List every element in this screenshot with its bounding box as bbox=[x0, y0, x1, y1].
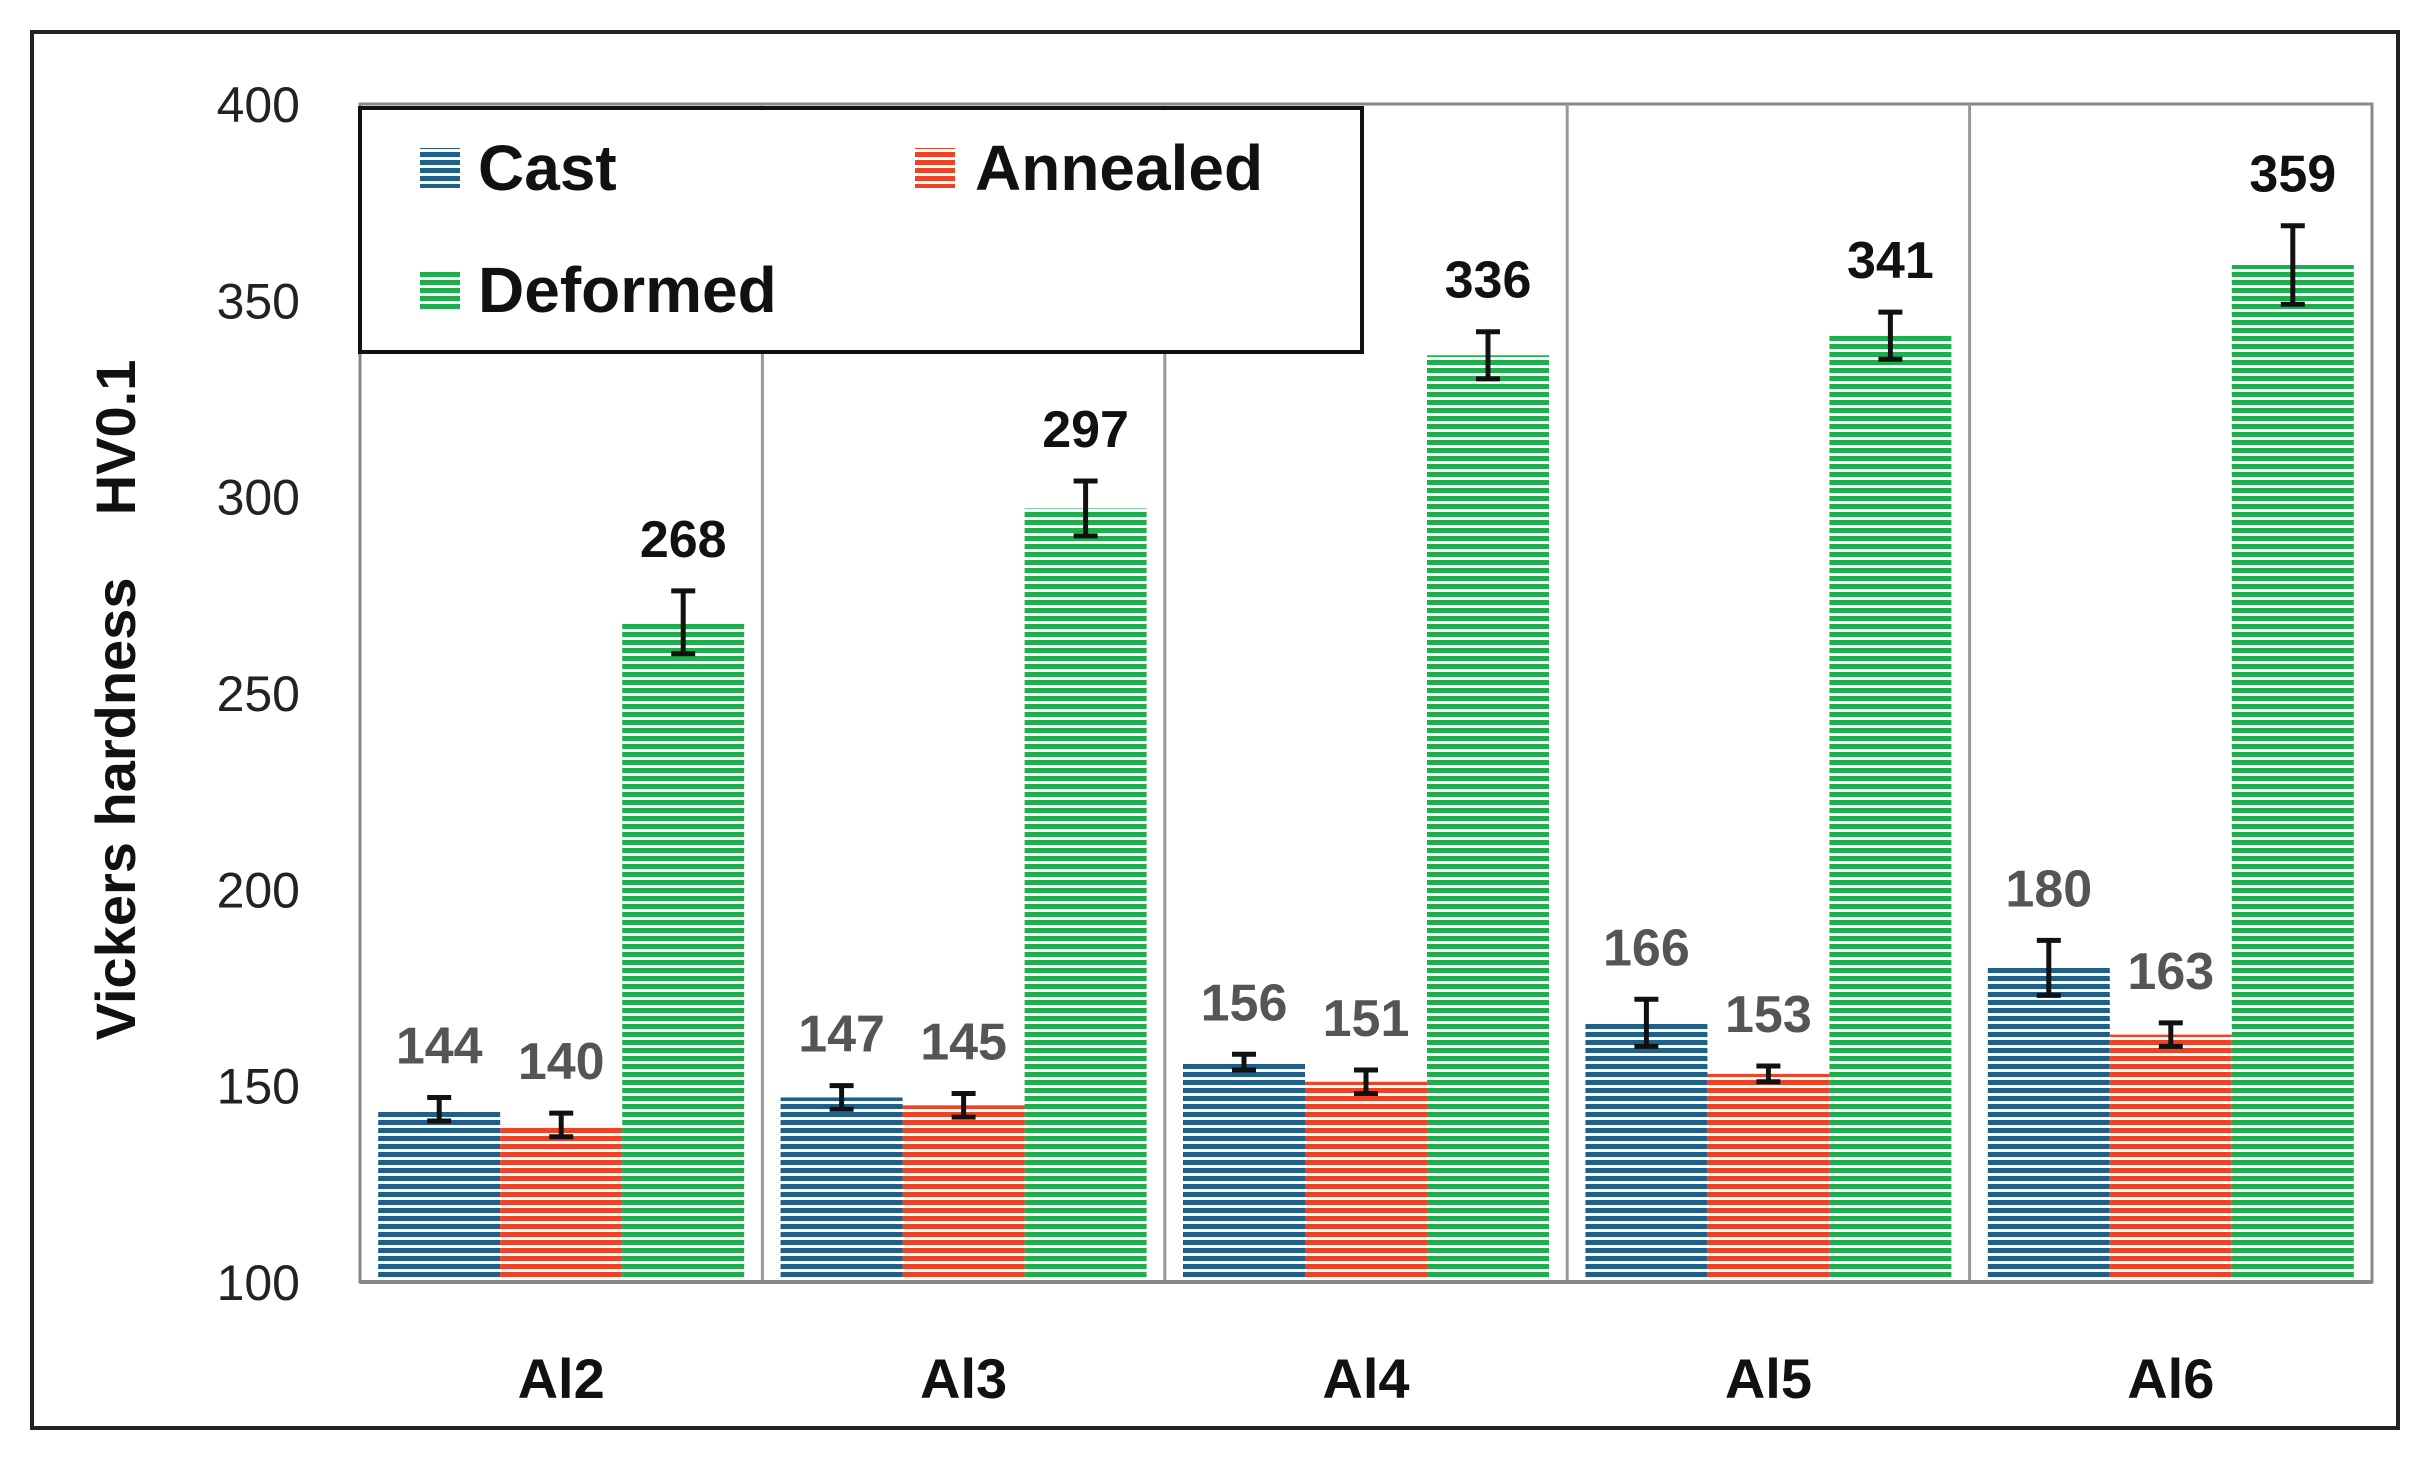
legend-label-deformed: Deformed bbox=[478, 254, 777, 326]
value-label-annealed: 163 bbox=[2127, 943, 2214, 1001]
bar-deformed bbox=[1829, 335, 1952, 1282]
bar-cast bbox=[780, 1097, 903, 1282]
value-label-deformed: 359 bbox=[2249, 146, 2336, 204]
x-category-label: Al2 bbox=[518, 1347, 605, 1410]
bar-deformed bbox=[622, 622, 745, 1282]
y-axis-ticks: 100 150 200 250 300 350 400 bbox=[217, 77, 300, 1311]
bar-annealed bbox=[902, 1105, 1025, 1282]
x-axis-categories: Al2 Al3 Al4 Al5 Al6 bbox=[518, 1347, 2215, 1410]
legend: Cast Annealed Deformed bbox=[358, 106, 1364, 354]
value-label-deformed: 336 bbox=[1445, 252, 1532, 310]
value-label-annealed: 153 bbox=[1725, 986, 1812, 1044]
y-tick-label: 350 bbox=[217, 273, 300, 329]
y-axis-title: Vickers hardness HV0.1 bbox=[84, 360, 147, 1041]
bar-annealed bbox=[500, 1124, 623, 1282]
bar-annealed bbox=[2109, 1034, 2232, 1282]
x-category-label: Al3 bbox=[920, 1347, 1007, 1410]
bar-annealed bbox=[1707, 1073, 1830, 1282]
y-tick-label: 100 bbox=[217, 1255, 300, 1311]
value-label-cast: 156 bbox=[1201, 974, 1288, 1032]
y-tick-label: 400 bbox=[217, 77, 300, 133]
legend-label-cast: Cast bbox=[478, 132, 617, 204]
value-label-cast: 147 bbox=[798, 1006, 885, 1064]
bars-group bbox=[378, 264, 2354, 1283]
error-bars-group bbox=[427, 223, 2305, 1140]
y-tick-label: 300 bbox=[217, 470, 300, 526]
y-tick-label: 200 bbox=[217, 862, 300, 918]
value-label-cast: 180 bbox=[2005, 860, 2092, 918]
y-tick-label: 150 bbox=[217, 1059, 300, 1115]
bar-cast bbox=[1183, 1062, 1305, 1282]
y-tick-label: 250 bbox=[217, 666, 300, 722]
outer-frame bbox=[30, 30, 2400, 1430]
value-label-annealed: 151 bbox=[1323, 990, 1410, 1048]
value-label-annealed: 145 bbox=[920, 1014, 1007, 1072]
legend-swatch-deformed bbox=[420, 270, 460, 310]
legend-label-annealed: Annealed bbox=[975, 132, 1263, 204]
bar-annealed bbox=[1305, 1081, 1427, 1282]
value-label-cast: 166 bbox=[1603, 919, 1690, 977]
value-label-cast: 144 bbox=[396, 1017, 483, 1075]
bar-cast bbox=[378, 1109, 501, 1282]
x-category-label: Al4 bbox=[1322, 1347, 1409, 1410]
legend-swatch-annealed bbox=[915, 148, 955, 188]
bar-cast bbox=[1585, 1022, 1708, 1282]
value-label-deformed: 341 bbox=[1847, 232, 1934, 290]
x-category-label: Al5 bbox=[1725, 1347, 1812, 1410]
bar-cast bbox=[1987, 967, 2110, 1282]
bar-deformed bbox=[2231, 264, 2354, 1282]
value-labels-group: 144 147 156 166 180 140 145 151 153 163 268 297 336 3… bbox=[396, 146, 2336, 1091]
bar-deformed bbox=[1427, 355, 1549, 1283]
legend-box bbox=[358, 106, 1364, 354]
x-category-label: Al6 bbox=[2127, 1347, 2214, 1410]
value-label-annealed: 140 bbox=[518, 1033, 605, 1091]
value-label-deformed: 297 bbox=[1042, 401, 1129, 459]
bar-deformed bbox=[1024, 508, 1147, 1282]
value-label-deformed: 268 bbox=[640, 511, 727, 569]
legend-swatch-cast bbox=[420, 148, 460, 188]
